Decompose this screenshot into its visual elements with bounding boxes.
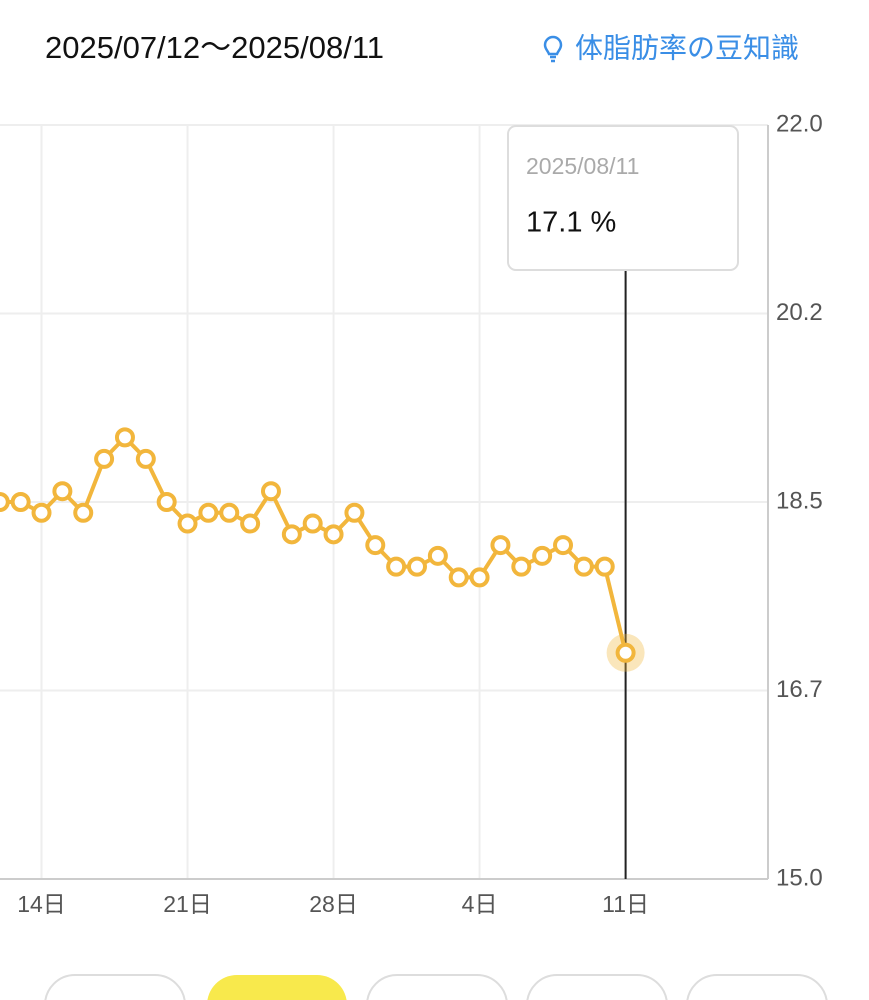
- point: [511, 556, 532, 577]
- point: [156, 492, 177, 512]
- point: [427, 545, 448, 566]
- y-tick-label: 22.0: [776, 110, 823, 137]
- point: [490, 535, 511, 556]
- y-tick-label: 18.5: [776, 487, 823, 514]
- tips-link[interactable]: 体脂肪率の豆知識: [543, 32, 799, 63]
- y-tick-label: 16.7: [776, 676, 823, 703]
- point: [532, 545, 553, 566]
- line: [0, 435, 628, 654]
- point: [573, 556, 594, 577]
- y-tick-label: 15.0: [776, 864, 823, 891]
- point: [365, 535, 386, 556]
- tab[interactable]: [686, 974, 828, 1000]
- point: [553, 535, 574, 556]
- tab[interactable]: [366, 974, 508, 1000]
- point: [302, 513, 323, 534]
- bulb-icon: [543, 35, 563, 63]
- tab[interactable]: [526, 974, 668, 1000]
- x-tick-label: 28日: [309, 891, 358, 917]
- point: [219, 502, 240, 523]
- point: [240, 513, 261, 534]
- x-tick-label: 14日: [17, 891, 66, 917]
- point: [594, 556, 615, 577]
- x-tick-label: 21日: [163, 891, 212, 917]
- point: [615, 642, 636, 663]
- tooltip-box: [507, 125, 739, 271]
- link-text[interactable]: 体脂肪率の豆知識: [575, 32, 799, 63]
- point: [31, 502, 52, 523]
- point: [198, 502, 219, 523]
- tab[interactable]: [44, 974, 186, 1000]
- date-range: 2025/07/12〜2025/08/11: [45, 30, 384, 65]
- point: [73, 502, 94, 523]
- point: [469, 567, 490, 588]
- point: [52, 481, 73, 502]
- x-tick-label: 4日: [462, 891, 498, 917]
- point: [323, 524, 344, 545]
- y-tick-label: 20.2: [776, 299, 823, 326]
- point: [448, 567, 469, 588]
- tooltip-value: 17.1 %: [526, 207, 616, 239]
- point: [386, 556, 407, 577]
- point: [114, 427, 135, 448]
- point: [260, 481, 281, 502]
- tooltip-date: 2025/08/11: [526, 153, 639, 179]
- point: [281, 524, 302, 545]
- bottom-tabs: [44, 974, 828, 1000]
- point: [0, 492, 10, 512]
- point: [344, 502, 365, 523]
- point: [177, 513, 198, 534]
- point: [10, 492, 31, 512]
- point: [407, 556, 427, 577]
- tab[interactable]: [207, 975, 347, 1000]
- point: [135, 448, 156, 469]
- point: [94, 448, 115, 469]
- x-tick-label: 11日: [602, 891, 649, 917]
